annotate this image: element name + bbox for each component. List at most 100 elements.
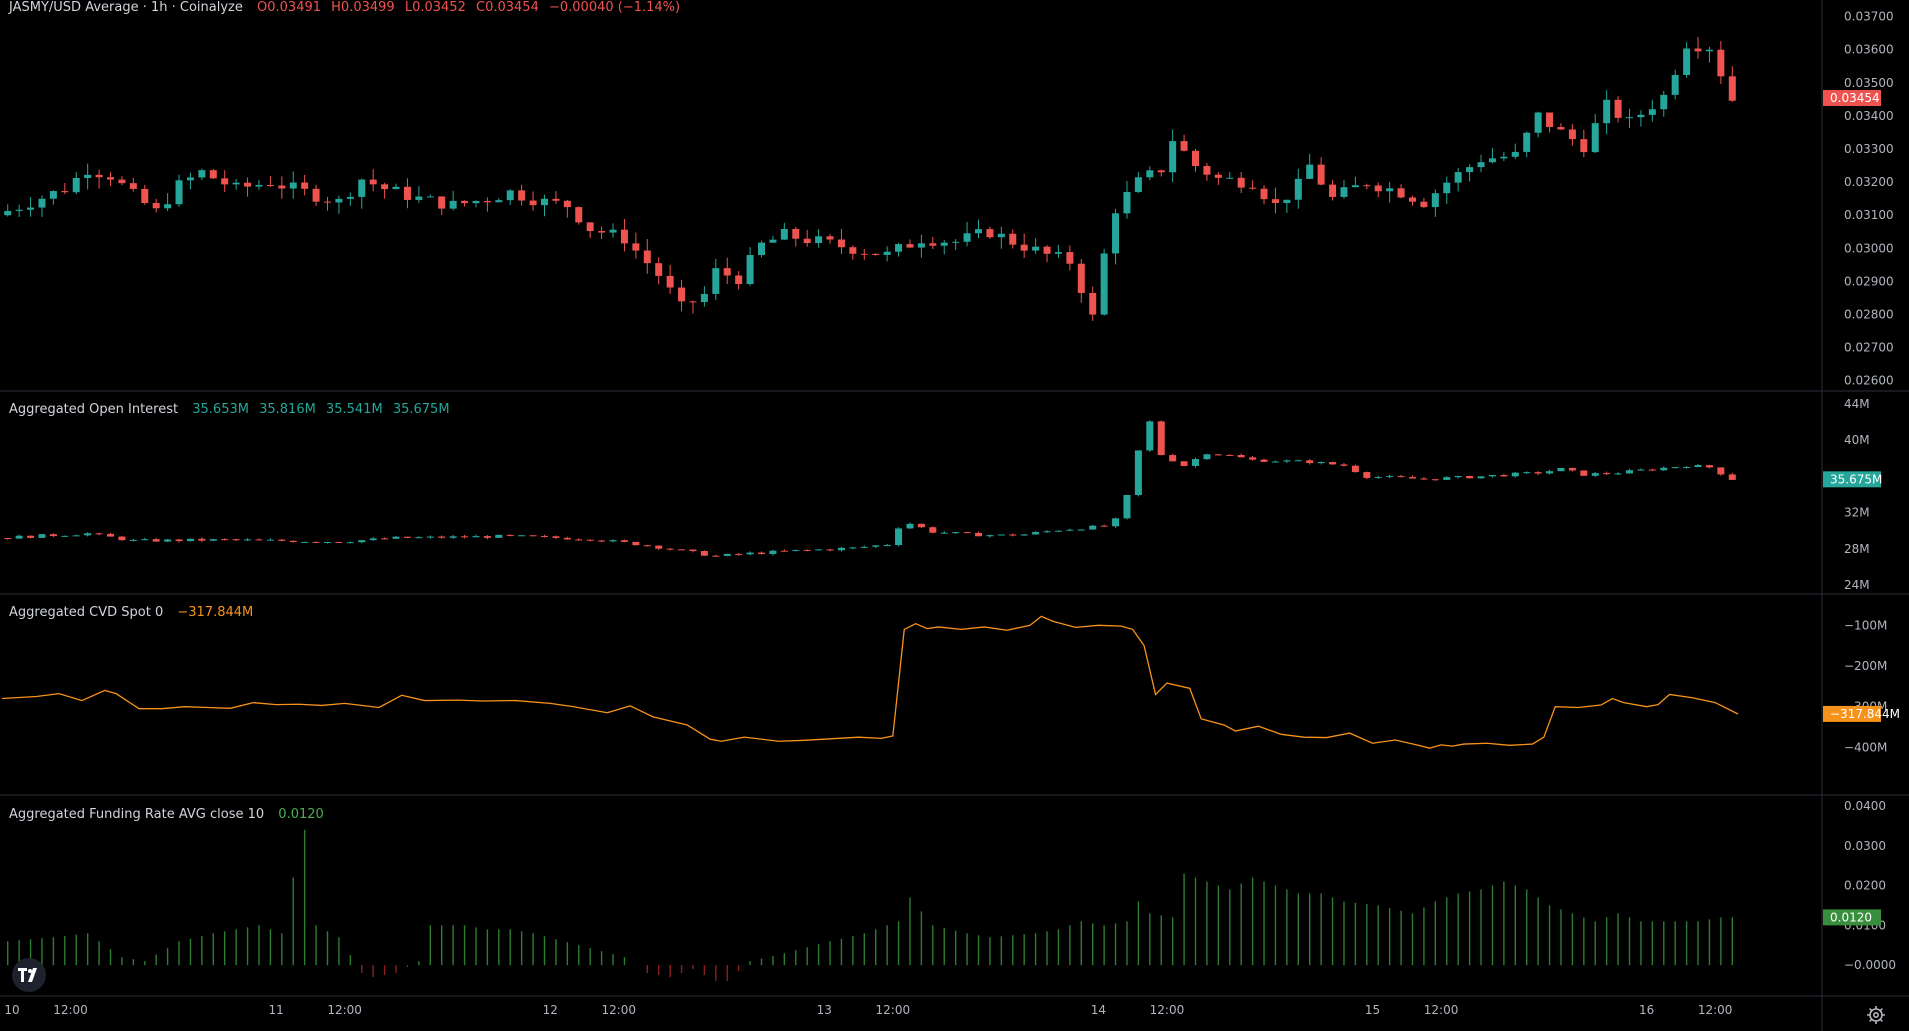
fr-tick-label: 0.0200: [1844, 879, 1886, 893]
oi-candle: [141, 539, 149, 541]
price-candle: [1534, 112, 1542, 133]
time-tick-label: 14: [1091, 1003, 1106, 1017]
price-candle: [1374, 185, 1382, 192]
price-candle: [1089, 292, 1097, 315]
price-candle: [678, 287, 686, 302]
cvd-last-badge-bg: [1823, 705, 1881, 722]
price-candle: [1603, 99, 1611, 124]
price-candle: [1157, 170, 1165, 173]
oi-low: 35.541M: [325, 402, 383, 417]
price-candle: [61, 191, 69, 193]
open-value: O0.03491: [257, 0, 322, 15]
price-candle: [1420, 201, 1428, 208]
price-candle: [1477, 162, 1485, 168]
price-candle: [255, 184, 263, 187]
price-candle: [27, 207, 35, 210]
oi-close: 35.675M: [392, 402, 450, 417]
oi-candle: [415, 537, 423, 539]
oi-candle: [678, 549, 686, 551]
price-candle: [609, 229, 617, 233]
price-candle: [232, 182, 240, 185]
price-candle: [15, 209, 23, 211]
cvd-title[interactable]: Aggregated CVD Spot 0: [9, 605, 164, 620]
time-axis[interactable]: 10 12:00 11 12:00 12 12:00 13 12:00 14 12:00 15 12:…: [4, 1003, 1909, 1017]
price-pane[interactable]: [4, 36, 1736, 321]
oi-candle: [1614, 473, 1622, 475]
oi-candle: [129, 539, 137, 541]
time-tick-label: 12:00: [1150, 1003, 1185, 1017]
price-candle: [552, 198, 560, 201]
oi-candle: [198, 538, 206, 541]
oi-candle: [1534, 472, 1542, 474]
price-tick-label: 0.03600: [1844, 43, 1894, 57]
oi-candle: [472, 536, 480, 538]
cvd-legend: Aggregated CVD Spot 0 −317.844M: [9, 605, 259, 620]
price-candle: [1066, 252, 1074, 264]
price-candle: [518, 190, 526, 201]
price-candle: [712, 268, 720, 294]
oi-candle: [186, 538, 194, 542]
oi-candle: [917, 523, 925, 528]
price-candle: [152, 202, 160, 209]
price-candle: [483, 201, 491, 203]
oi-candle: [620, 540, 628, 542]
price-candle: [84, 174, 92, 178]
price-candle: [164, 204, 172, 209]
price-candle: [472, 201, 480, 204]
fr-legend: Aggregated Funding Rate AVG close 10 0.0…: [9, 807, 330, 822]
cvd-pane[interactable]: [1, 615, 1739, 749]
oi-candle: [221, 539, 229, 541]
oi-title[interactable]: Aggregated Open Interest: [9, 402, 179, 417]
price-axis[interactable]: 0.03700 0.03600 0.03500 0.03400 0.03300 0.032…: [1823, 10, 1900, 973]
oi-candle: [518, 535, 526, 537]
oi-candle: [209, 539, 217, 541]
oi-candle: [1306, 460, 1314, 464]
oi-candle: [563, 537, 571, 540]
oi-candle: [27, 535, 35, 538]
oi-candle: [1477, 476, 1485, 479]
price-candle: [335, 198, 343, 203]
price-candle: [1671, 74, 1679, 95]
oi-candle: [381, 538, 389, 540]
price-candle: [1214, 174, 1222, 178]
fr-tick-label: 0.0400: [1844, 799, 1886, 813]
price-candle: [1169, 141, 1177, 173]
oi-tick-label: 44M: [1844, 397, 1870, 411]
price-candle: [849, 247, 857, 254]
oi-candle: [118, 536, 126, 541]
oi-candle: [541, 536, 548, 538]
oi-candle: [975, 532, 982, 537]
oi-candle: [1054, 530, 1062, 532]
funding-rate-pane[interactable]: [7, 829, 1733, 982]
oi-candle: [769, 550, 777, 555]
price-candle: [1683, 48, 1691, 75]
last-price-badge-bg: [1823, 90, 1881, 107]
price-candle: [244, 182, 252, 187]
fr-title[interactable]: Aggregated Funding Rate AVG close 10: [9, 807, 265, 822]
open-interest-pane[interactable]: [4, 420, 1736, 557]
price-tick-label: 0.03700: [1844, 10, 1894, 24]
price-candle: [1146, 170, 1154, 178]
price-candle: [1112, 213, 1120, 254]
price-candle: [1363, 185, 1371, 187]
oi-candle: [95, 533, 103, 535]
oi-candle: [1694, 465, 1702, 468]
tradingview-logo-icon[interactable]: [12, 958, 46, 992]
price-candle: [461, 200, 469, 204]
oi-candle: [392, 536, 400, 539]
price-candle: [118, 179, 126, 184]
oi-candle: [1157, 421, 1165, 456]
price-candle: [1409, 197, 1416, 202]
time-tick-label: 12:00: [327, 1003, 362, 1017]
gear-icon[interactable]: [1866, 1005, 1886, 1025]
symbol-title[interactable]: JASMY/USD Average · 1h · Coinalyze: [9, 0, 243, 15]
price-candle: [369, 179, 377, 185]
oi-candle: [1043, 531, 1051, 533]
oi-candle: [929, 527, 937, 533]
price-candle: [632, 243, 640, 251]
time-tick-label: 10: [4, 1003, 19, 1017]
oi-candle: [1169, 455, 1177, 462]
oi-candle: [438, 536, 446, 538]
oi-candle: [552, 536, 560, 538]
